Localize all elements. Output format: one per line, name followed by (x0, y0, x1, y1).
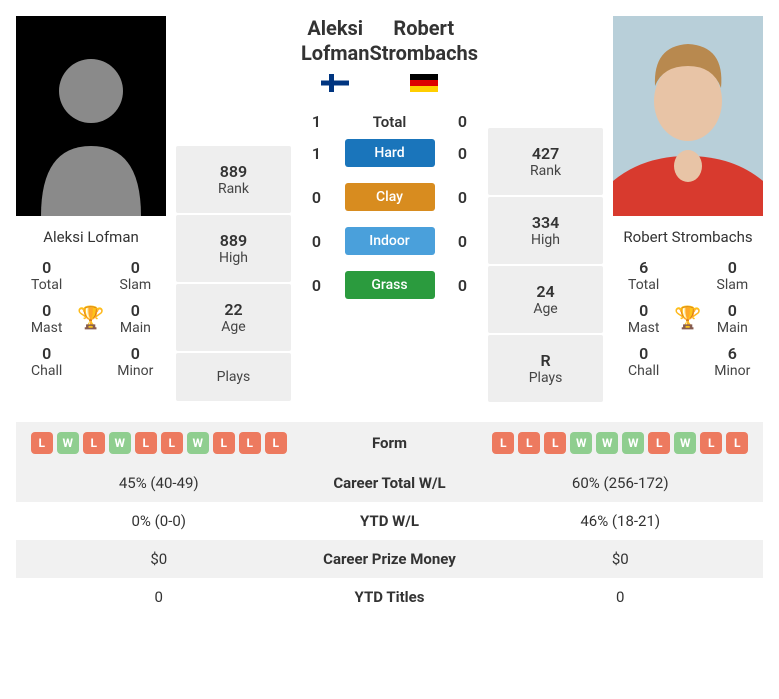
comparison-table: LWLWLLWLLL Form LLLWWWLWLL 45% (40-49)Ca… (16, 422, 763, 616)
title-total-left: 0Total (24, 258, 69, 293)
stat-high-left: 889High (176, 215, 291, 282)
stats-col-right: 427Rank 334High 24Age RPlays (488, 128, 603, 402)
flag-right (410, 74, 438, 92)
form-badge: L (239, 432, 261, 454)
h2h-surface-row: 0Indoor0 (301, 227, 478, 255)
form-badge: L (492, 432, 514, 454)
title-total-right: 6Total (621, 258, 666, 293)
top-section: Aleksi Lofman 0Total 0Slam 0Mast 🏆 0Main… (16, 16, 763, 402)
title-slam-left: 0Slam (113, 258, 158, 293)
h2h-surface-row: 0Grass0 (301, 271, 478, 299)
table-row: $0Career Prize Money$0 (16, 540, 763, 578)
player-header-left: Aleksi Lofman (301, 16, 370, 92)
stat-plays-left: Plays (176, 353, 291, 401)
title-chall-right: 0Chall (621, 344, 666, 379)
form-badge: L (544, 432, 566, 454)
table-row-form: LWLWLLWLLL Form LLLWWWLWLL (16, 422, 763, 464)
table-row: 0YTD Titles0 (16, 578, 763, 616)
form-badge: L (265, 432, 287, 454)
table-row: 45% (40-49)Career Total W/L60% (256-172) (16, 464, 763, 502)
titles-grid-left: 0Total 0Slam 0Mast 🏆 0Main 0Chall 0Minor (16, 258, 166, 391)
title-slam-right: 0Slam (710, 258, 755, 293)
form-badge: W (187, 432, 209, 454)
surface-button[interactable]: Indoor (345, 227, 435, 255)
trophy-icon: 🏆 (666, 306, 709, 331)
headers-row: Aleksi Lofman Robert Strombachs (301, 16, 478, 98)
surface-button[interactable]: Hard (345, 139, 435, 167)
form-badge: L (648, 432, 670, 454)
form-badge: L (700, 432, 722, 454)
h2h-surfaces: 1Hard0 0Clay0 0Indoor0 0Grass0 (301, 139, 478, 299)
h2h-total: 1 Total 0 (301, 112, 478, 131)
title-minor-left: 0Minor (113, 344, 158, 379)
form-right: LLLWWWLWLL (490, 432, 752, 454)
stat-rank-left: 889Rank (176, 146, 291, 213)
surface-button[interactable]: Clay (345, 183, 435, 211)
stat-age-right: 24Age (488, 266, 603, 333)
player-card-right: Robert Strombachs 6Total 0Slam 0Mast 🏆 0… (613, 16, 763, 402)
stat-high-right: 334High (488, 197, 603, 264)
surface-button[interactable]: Grass (345, 271, 435, 299)
center-h2h: Aleksi Lofman Robert Strombachs 1 Total … (301, 16, 478, 402)
stats-col-left: 889Rank 889High 22Age Plays (176, 146, 291, 402)
flag-left (321, 74, 349, 92)
player-card-left: Aleksi Lofman 0Total 0Slam 0Mast 🏆 0Main… (16, 16, 166, 402)
h2h-surface-row: 1Hard0 (301, 139, 478, 167)
player-photo-left (16, 16, 166, 216)
title-mast-right: 0Mast (621, 301, 666, 336)
form-badge: W (622, 432, 644, 454)
form-badge: W (596, 432, 618, 454)
form-badge: W (674, 432, 696, 454)
title-main-right: 0Main (710, 301, 755, 336)
form-label: Form (290, 434, 490, 452)
form-badge: L (83, 432, 105, 454)
form-badge: L (726, 432, 748, 454)
player-photo-right (613, 16, 763, 216)
title-chall-left: 0Chall (24, 344, 69, 379)
form-badge: L (518, 432, 540, 454)
stat-rank-right: 427Rank (488, 128, 603, 195)
form-badge: W (109, 432, 131, 454)
form-badge: W (570, 432, 592, 454)
player-name-right: Robert Strombachs (613, 216, 763, 258)
stat-plays-right: RPlays (488, 335, 603, 402)
titles-grid-right: 6Total 0Slam 0Mast 🏆 0Main 0Chall 6Minor (613, 258, 763, 391)
h2h-surface-row: 0Clay0 (301, 183, 478, 211)
form-left: LWLWLLWLLL (28, 432, 290, 454)
table-row: 0% (0-0)YTD W/L46% (18-21) (16, 502, 763, 540)
form-badge: W (57, 432, 79, 454)
title-mast-left: 0Mast (24, 301, 69, 336)
player-name-left: Aleksi Lofman (16, 216, 166, 258)
stat-age-left: 22Age (176, 284, 291, 351)
title-main-left: 0Main (113, 301, 158, 336)
trophy-icon: 🏆 (69, 306, 112, 331)
title-minor-right: 6Minor (710, 344, 755, 379)
form-badge: L (31, 432, 53, 454)
form-badge: L (161, 432, 183, 454)
form-badge: L (135, 432, 157, 454)
form-badge: L (213, 432, 235, 454)
player-header-right: Robert Strombachs (369, 16, 478, 92)
